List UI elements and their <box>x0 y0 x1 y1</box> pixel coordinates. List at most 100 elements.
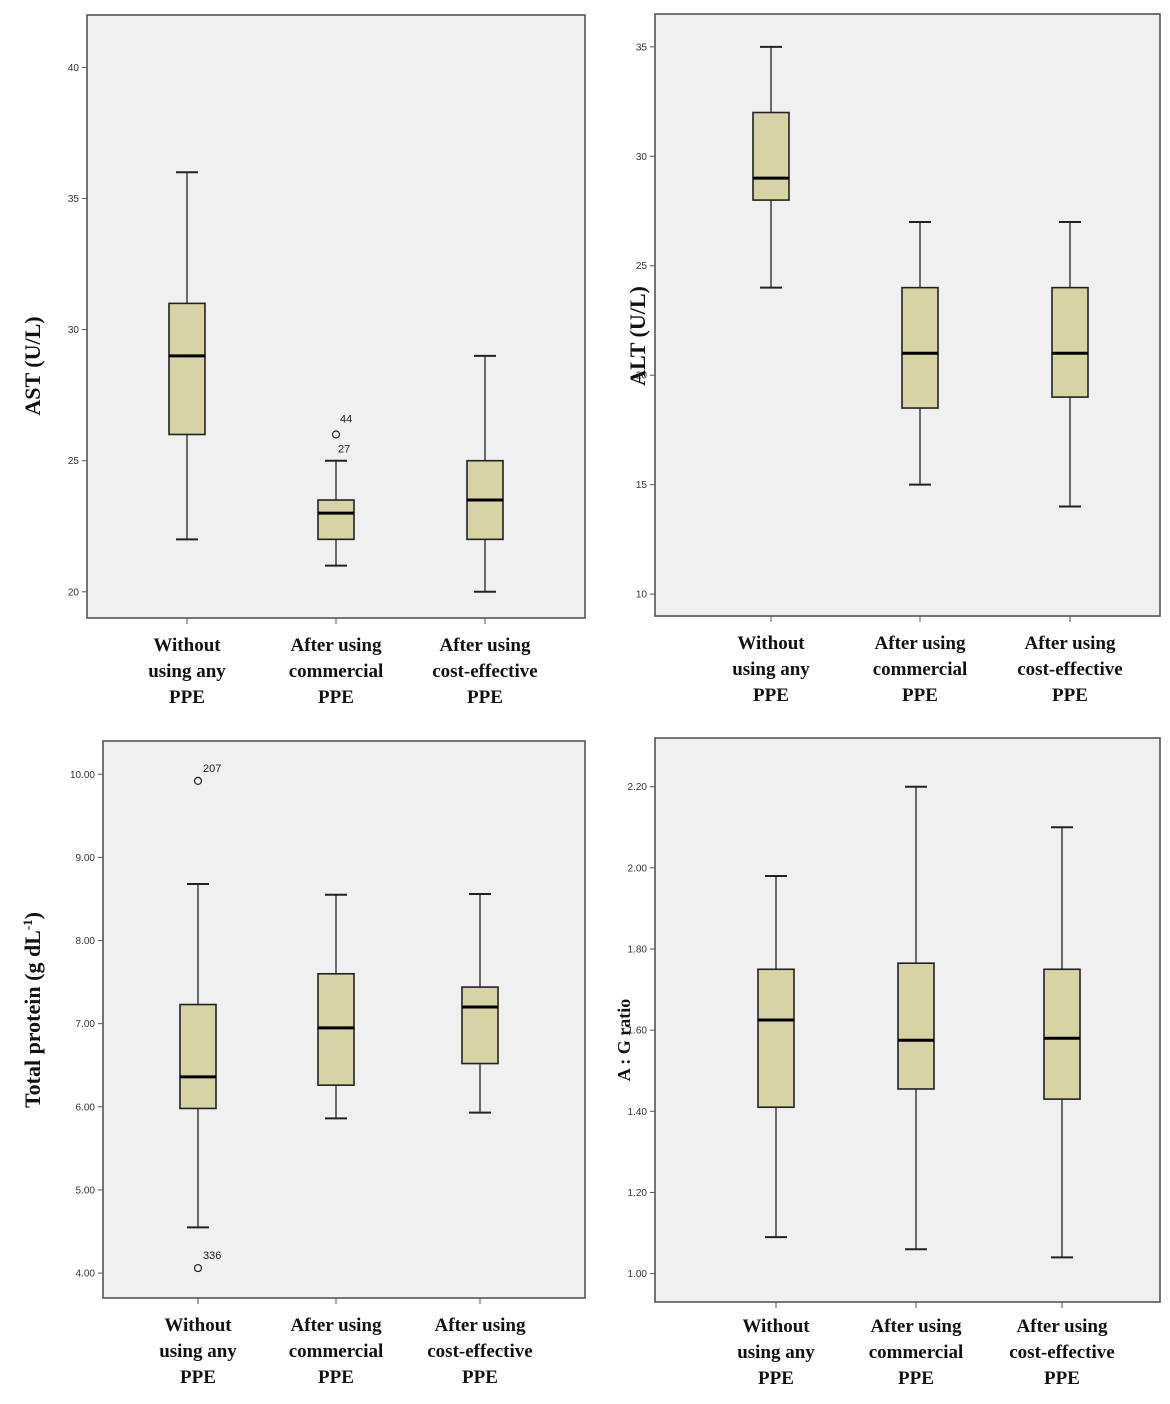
box-2: 44 27 <box>317 413 355 567</box>
y-axis-label: A : G ratio <box>614 999 634 1082</box>
y-tick-label: 15 <box>636 480 648 491</box>
category-label: PPE <box>1052 685 1088 706</box>
y-tick-label: 1.80 <box>628 944 648 955</box>
category-label: PPE <box>1044 1368 1080 1389</box>
y-tick-label: 6.00 <box>76 1102 96 1113</box>
y-tick-label: 25 <box>68 456 80 467</box>
box-1 <box>757 874 795 1239</box>
outlier-point <box>193 776 203 786</box>
outlier-point <box>331 430 341 439</box>
y-tick-label: 8.00 <box>76 936 96 947</box>
y-tick-label: 1.20 <box>628 1188 648 1199</box>
box-3 <box>466 354 504 593</box>
category-label: commercial <box>873 659 968 680</box>
category-label: PPE <box>467 687 503 708</box>
box-1 <box>168 171 206 541</box>
category-label: PPE <box>902 685 938 706</box>
category-label: commercial <box>289 1341 384 1362</box>
y-axis-label: Total protein (g dL-1) <box>20 912 45 1108</box>
outlier-label: 27 <box>338 443 350 455</box>
category-label: After using <box>1017 1316 1108 1337</box>
y-tick-label: 40 <box>68 63 80 74</box>
y-tick-label: 10.00 <box>70 770 95 781</box>
category-label: cost-effective <box>1009 1342 1114 1363</box>
category-label: Without <box>737 633 805 654</box>
category-label: PPE <box>753 685 789 706</box>
iqr-box <box>901 286 939 409</box>
category-label: commercial <box>869 1342 964 1363</box>
panel-4: 1.00 1.20 1.40 1.60 1.80 2.00 2.20 A : G ratio W… <box>614 737 1161 1389</box>
iqr-box <box>1043 968 1081 1100</box>
category-label: Without <box>742 1316 810 1337</box>
y-tick-label: 10 <box>636 590 648 601</box>
y-tick-label: 7.00 <box>76 1019 96 1030</box>
y-axis-label: ALT (U/L) <box>625 286 650 386</box>
box-2 <box>901 220 939 486</box>
iqr-box <box>461 986 499 1065</box>
panel-1: 20 25 30 35 40 AST (U/L) Without using any PPE Af… <box>20 14 586 708</box>
outlier-label: 207 <box>203 763 221 775</box>
category-label: cost-effective <box>432 661 537 682</box>
category-label: After using <box>435 1315 526 1336</box>
y-tick-label: 25 <box>636 261 648 272</box>
category-label: After using <box>291 635 382 656</box>
category-label: cost-effective <box>1017 659 1122 680</box>
iqr-box <box>317 972 355 1086</box>
y-tick-label: 5.00 <box>76 1185 96 1196</box>
y-tick-label: 35 <box>68 194 80 205</box>
iqr-box <box>897 962 935 1090</box>
box-3 <box>461 892 499 1114</box>
category-label: PPE <box>318 687 354 708</box>
y-tick-label: 30 <box>636 152 648 163</box>
y-tick-label: 9.00 <box>76 853 96 864</box>
iqr-box <box>179 1003 217 1110</box>
y-tick-label: 1.60 <box>628 1026 648 1037</box>
box-1: 207 336 <box>179 763 221 1273</box>
y-tick-label: 20 <box>68 587 80 598</box>
category-label: PPE <box>462 1367 498 1388</box>
category-label: cost-effective <box>427 1341 532 1362</box>
category-label: Without <box>164 1315 232 1336</box>
category-label: After using <box>440 635 531 656</box>
y-tick-label: 2.00 <box>628 863 648 874</box>
category-label: PPE <box>758 1368 794 1389</box>
box-3 <box>1051 220 1089 508</box>
category-label: After using <box>875 633 966 654</box>
iqr-box <box>757 968 795 1109</box>
category-label: After using <box>291 1315 382 1336</box>
category-label: Without <box>153 635 221 656</box>
category-label: using any <box>148 661 226 682</box>
iqr-box <box>317 499 355 541</box>
category-label: using any <box>159 1341 237 1362</box>
category-label: PPE <box>318 1367 354 1388</box>
outlier-label: 44 <box>340 413 352 425</box>
box-3 <box>1043 826 1081 1259</box>
panel-3: 4.00 5.00 6.00 7.00 8.00 9.00 10.00 Total prote… <box>20 740 586 1388</box>
category-label: using any <box>732 659 810 680</box>
category-label: After using <box>1025 633 1116 654</box>
y-tick-label: 30 <box>68 325 80 336</box>
y-tick-label: 2.20 <box>628 782 648 793</box>
category-label: PPE <box>169 687 205 708</box>
y-tick-label: 1.40 <box>628 1107 648 1118</box>
iqr-box <box>168 302 206 436</box>
category-label: PPE <box>898 1368 934 1389</box>
y-tick-label: 35 <box>636 42 648 53</box>
outlier-label: 336 <box>203 1250 221 1262</box>
box-1 <box>752 45 790 289</box>
category-label: PPE <box>180 1367 216 1388</box>
category-label: After using <box>871 1316 962 1337</box>
panel-2: 10 15 20 25 30 35 ALT (U/L) Without using any PPE… <box>625 13 1161 706</box>
iqr-box <box>1051 286 1089 398</box>
box-2 <box>317 893 355 1120</box>
box-2 <box>897 785 935 1251</box>
category-label: commercial <box>289 661 384 682</box>
category-label: using any <box>737 1342 815 1363</box>
y-tick-label: 4.00 <box>76 1269 96 1280</box>
y-tick-label: 1.00 <box>628 1269 648 1280</box>
iqr-box <box>752 111 790 201</box>
y-tick-label: 20 <box>636 371 648 382</box>
outlier-point <box>193 1263 203 1273</box>
y-axis-label: AST (U/L) <box>20 316 45 415</box>
